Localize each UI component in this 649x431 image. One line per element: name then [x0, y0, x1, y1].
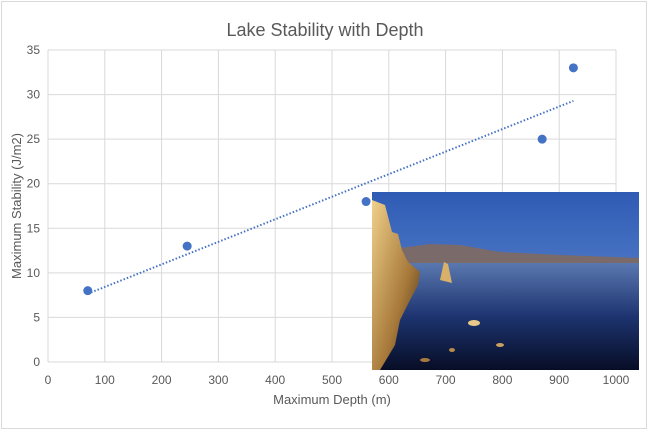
y-tick-label: 15: [27, 221, 41, 235]
x-tick-label: 100: [95, 373, 115, 387]
y-tick-label: 25: [27, 132, 41, 146]
data-point: [83, 286, 93, 296]
x-tick-label: 700: [436, 373, 456, 387]
data-point: [361, 197, 371, 207]
lake-photo[interactable]: [372, 192, 639, 370]
y-tick-label: 20: [27, 177, 41, 191]
y-tick-label: 0: [33, 355, 40, 369]
data-points: [83, 63, 578, 296]
y-tick-label: 5: [33, 310, 40, 324]
x-tick-label: 900: [549, 373, 569, 387]
y-tick-label: 30: [27, 88, 41, 102]
x-tick-label: 200: [152, 373, 172, 387]
x-tick-label: 800: [492, 373, 512, 387]
y-tick-label: 35: [27, 43, 41, 57]
x-tick-label: 500: [322, 373, 342, 387]
x-axis-label: Maximum Depth (m): [273, 392, 391, 407]
trendline: [87, 99, 574, 295]
x-tick-label: 300: [208, 373, 228, 387]
x-tick-label: 600: [379, 373, 399, 387]
y-tick-label: 10: [27, 266, 41, 280]
data-point: [182, 241, 192, 251]
x-tick-label: 0: [45, 373, 52, 387]
x-axis-ticks: 0 100 200 300 400 500 600 700 800 900 1000: [45, 373, 630, 387]
x-tick-label: 400: [265, 373, 285, 387]
y-axis-label: Maximum Stability (J/m2): [9, 133, 24, 279]
data-point: [537, 134, 547, 144]
chart-title: Lake Stability with Depth: [226, 20, 423, 40]
y-axis-ticks: 0 5 10 15 20 25 30 35: [27, 43, 41, 369]
data-point: [568, 63, 578, 73]
x-tick-label: 1000: [603, 373, 630, 387]
